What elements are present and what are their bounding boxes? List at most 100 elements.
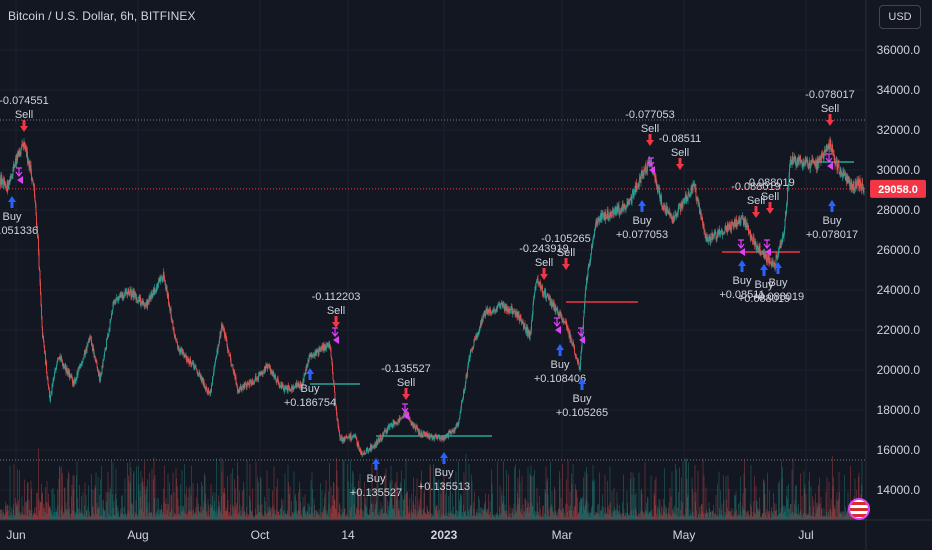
volume-bar: [77, 509, 79, 520]
volume-bar: [635, 507, 636, 520]
volume-bar: [83, 516, 84, 520]
candle-body: [607, 210, 608, 218]
volume-bar: [61, 506, 63, 520]
candle-body: [133, 290, 134, 298]
candle-body: [291, 386, 293, 388]
volume-bar: [242, 491, 243, 520]
volume-bar: [586, 473, 588, 520]
volume-bar: [545, 466, 547, 520]
volume-bar: [145, 516, 146, 520]
volume-bar: [205, 494, 206, 520]
candle-body: [228, 351, 230, 356]
volume-bar: [730, 510, 731, 520]
candle-body: [748, 225, 749, 232]
candle-body: [572, 342, 574, 346]
volume-bar: [119, 516, 121, 520]
volume-bar: [114, 514, 115, 520]
candle-body: [746, 222, 747, 228]
candle-body: [604, 212, 605, 218]
volume-bar: [335, 510, 337, 520]
candle-body: [605, 213, 607, 218]
candle-body: [178, 346, 179, 350]
candle-body: [705, 235, 706, 238]
volume-bar: [641, 493, 643, 520]
volume-bar: [43, 507, 44, 520]
candle-body: [75, 379, 76, 383]
candle-body: [520, 317, 522, 321]
volume-bar: [273, 505, 274, 520]
volume-bar: [512, 508, 514, 520]
candle-body: [536, 281, 537, 284]
volume-bar: [793, 512, 795, 520]
volume-bar: [761, 517, 762, 520]
candle-body: [761, 253, 763, 254]
candle-body: [359, 448, 361, 452]
candle-body: [181, 348, 182, 352]
candle-body: [467, 368, 468, 376]
volume-bar: [42, 515, 44, 520]
candle-body: [16, 154, 17, 164]
volume-bar: [828, 481, 830, 520]
volume-bar: [466, 516, 468, 520]
volume-bar: [847, 508, 848, 520]
volume-bar: [176, 516, 178, 520]
volume-bar: [727, 475, 729, 520]
candle-body: [99, 379, 101, 382]
candle-body: [488, 312, 490, 313]
candle-body: [263, 371, 264, 373]
volume-bar: [136, 514, 138, 520]
volume-bar: [126, 517, 127, 520]
volume-bar: [104, 511, 105, 520]
volume-bar: [454, 513, 456, 520]
candle-body: [556, 307, 557, 310]
candle-body: [292, 386, 294, 390]
candle-body: [429, 435, 431, 439]
candle-body: [115, 299, 117, 304]
volume-bar: [115, 494, 116, 520]
candle-body: [552, 302, 554, 307]
candle-body: [620, 209, 622, 213]
candle-body: [306, 367, 307, 369]
volume-bar: [359, 473, 361, 520]
volume-bar: [55, 516, 56, 520]
candle-body: [742, 215, 743, 217]
candle-body: [579, 369, 581, 370]
volume-bar: [214, 500, 215, 520]
candle-body: [421, 431, 422, 434]
volume-bar: [379, 508, 381, 520]
candle-body: [313, 355, 314, 357]
volume-bar: [99, 494, 100, 520]
volume-bar: [319, 514, 320, 520]
candle-body: [702, 223, 704, 229]
volume-bar: [173, 492, 175, 520]
candle-body: [447, 433, 448, 435]
candle-body: [203, 379, 205, 388]
volume-bar: [450, 513, 452, 520]
candle-body: [266, 366, 268, 369]
candle-body: [298, 385, 300, 387]
candle-body: [777, 255, 779, 256]
volume-bar: [166, 514, 167, 520]
volume-bar: [419, 505, 420, 520]
volume-bar: [364, 482, 365, 520]
volume-bar: [367, 515, 369, 520]
volume-bar: [518, 498, 520, 520]
volume-bar: [316, 514, 318, 520]
candle-body: [4, 182, 6, 186]
volume-bar: [53, 512, 55, 520]
volume-bar: [147, 479, 148, 520]
volume-bar: [625, 512, 627, 520]
volume-bar: [525, 497, 526, 520]
volume-bar: [355, 515, 357, 520]
volume-bar: [763, 479, 765, 520]
candle-body: [244, 384, 246, 389]
candle-body: [138, 300, 139, 302]
volume-bar: [605, 507, 606, 520]
volume-bar: [598, 513, 600, 520]
volume-bar: [120, 513, 122, 520]
candle-body: [278, 380, 279, 384]
volume-bar: [265, 512, 267, 520]
volume-bar: [129, 461, 131, 520]
candle-body: [640, 176, 641, 183]
